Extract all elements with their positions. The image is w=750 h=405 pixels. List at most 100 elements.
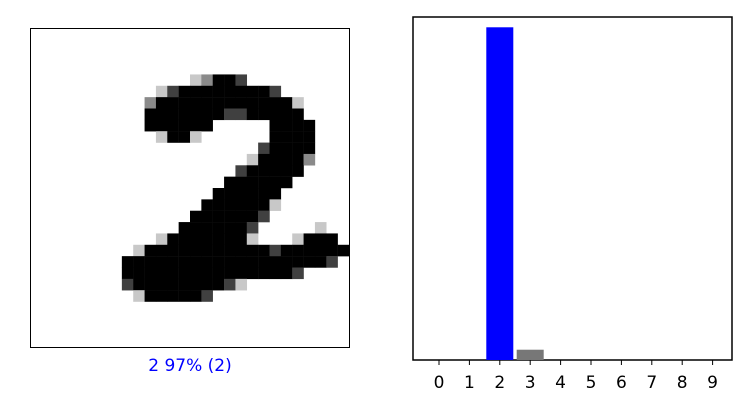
digit-pixel: [155, 278, 168, 291]
digit-pixel: [201, 233, 213, 246]
digit-pixel: [258, 85, 270, 98]
digit-pixel: [258, 210, 270, 223]
digit-pixel: [269, 97, 282, 109]
digit-pixel: [144, 97, 157, 109]
digit-pixel: [178, 85, 191, 98]
prediction-label: 2 97% (2): [148, 356, 232, 376]
digit-pixel: [167, 278, 179, 291]
digit-pixel: [303, 119, 316, 132]
digit-pixel: [133, 278, 145, 291]
digit-pixel: [326, 256, 338, 268]
digit-pixel: [212, 85, 225, 98]
digit-pixel: [269, 142, 282, 155]
digit-pixel: [246, 233, 259, 246]
digit-pixel: [269, 165, 282, 177]
x-tick-label-9: 9: [707, 373, 718, 393]
digit-image-panel: [30, 28, 350, 348]
digit-pixel: [269, 256, 282, 268]
digit-pixel: [201, 108, 213, 121]
digit-pixel: [280, 256, 293, 268]
digit-pixel: [246, 176, 259, 189]
digit-pixel: [212, 267, 225, 280]
digit-pixel: [269, 108, 282, 121]
digit-pixel: [167, 244, 179, 257]
digit-pixel: [235, 256, 248, 268]
digit-pixel: [133, 244, 145, 257]
digit-pixel: [314, 244, 327, 257]
digit-pixel: [258, 108, 270, 121]
digit-pixel: [155, 233, 168, 246]
digit-pixel: [167, 256, 179, 268]
digit-pixel: [121, 256, 134, 268]
digit-pixel: [280, 108, 293, 121]
digit-pixel: [144, 244, 157, 257]
digit-pixel: [326, 244, 338, 257]
digit-pixel: [155, 108, 168, 121]
digit-pixel: [337, 244, 349, 257]
digit-pixel: [201, 278, 213, 291]
x-tick-label-6: 6: [616, 373, 627, 393]
digit-pixel: [280, 267, 293, 280]
digit-pixel: [190, 131, 202, 143]
digit-pixel: [235, 74, 248, 87]
digit-pixel: [190, 97, 202, 109]
digit-pixel: [201, 244, 213, 257]
digit-pixel: [201, 256, 213, 268]
digit-pixel: [224, 188, 236, 200]
digit-pixel: [155, 97, 168, 109]
digit-pixel: [280, 165, 293, 177]
digit-pixel: [246, 153, 259, 166]
digit-pixel: [303, 244, 316, 257]
digit-pixel: [178, 233, 191, 246]
digit-pixel: [280, 131, 293, 143]
digit-pixel: [155, 244, 168, 257]
digit-pixel: [258, 153, 270, 166]
digit-pixel: [224, 97, 236, 109]
x-tick-label-1: 1: [464, 373, 475, 393]
digit-pixel: [178, 222, 191, 234]
digit-pixel: [212, 188, 225, 200]
digit-pixel: [292, 142, 304, 155]
digit-pixel: [155, 85, 168, 98]
digit-pixel: [167, 108, 179, 121]
digit-pixel: [258, 188, 270, 200]
digit-pixel: [201, 119, 213, 132]
digit-pixel: [246, 199, 259, 211]
digit-pixel: [201, 290, 213, 302]
digit-pixel: [212, 233, 225, 246]
digit-pixel: [246, 222, 259, 234]
digit-pixel: [178, 278, 191, 291]
digit-pixel: [144, 256, 157, 268]
digit-pixel: [246, 108, 259, 121]
digit-pixel: [212, 97, 225, 109]
digit-pixel: [224, 108, 236, 121]
digit-pixel: [314, 233, 327, 246]
digit-pixel: [167, 97, 179, 109]
digit-pixel: [258, 165, 270, 177]
digit-pixel: [201, 74, 213, 87]
digit-pixel: [303, 131, 316, 143]
digit-pixel: [201, 267, 213, 280]
bar-3: [516, 349, 544, 360]
digit-pixel: [246, 97, 259, 109]
digit-pixel: [178, 131, 191, 143]
digit-pixel: [201, 210, 213, 223]
digit-pixel: [190, 108, 202, 121]
digit-pixel: [212, 210, 225, 223]
digit-pixel: [178, 119, 191, 132]
digit-pixel: [258, 199, 270, 211]
digit-pixel: [201, 97, 213, 109]
digit-pixel: [144, 267, 157, 280]
digit-pixel: [190, 222, 202, 234]
digit-pixel: [258, 142, 270, 155]
digit-pixel: [269, 199, 282, 211]
digit-pixel: [258, 176, 270, 189]
digit-pixel: [246, 244, 259, 257]
digit-pixel: [292, 256, 304, 268]
digit-pixel: [292, 233, 304, 246]
digit-pixel: [224, 267, 236, 280]
digit-pixel: [280, 119, 293, 132]
digit-pixel: [144, 119, 157, 132]
